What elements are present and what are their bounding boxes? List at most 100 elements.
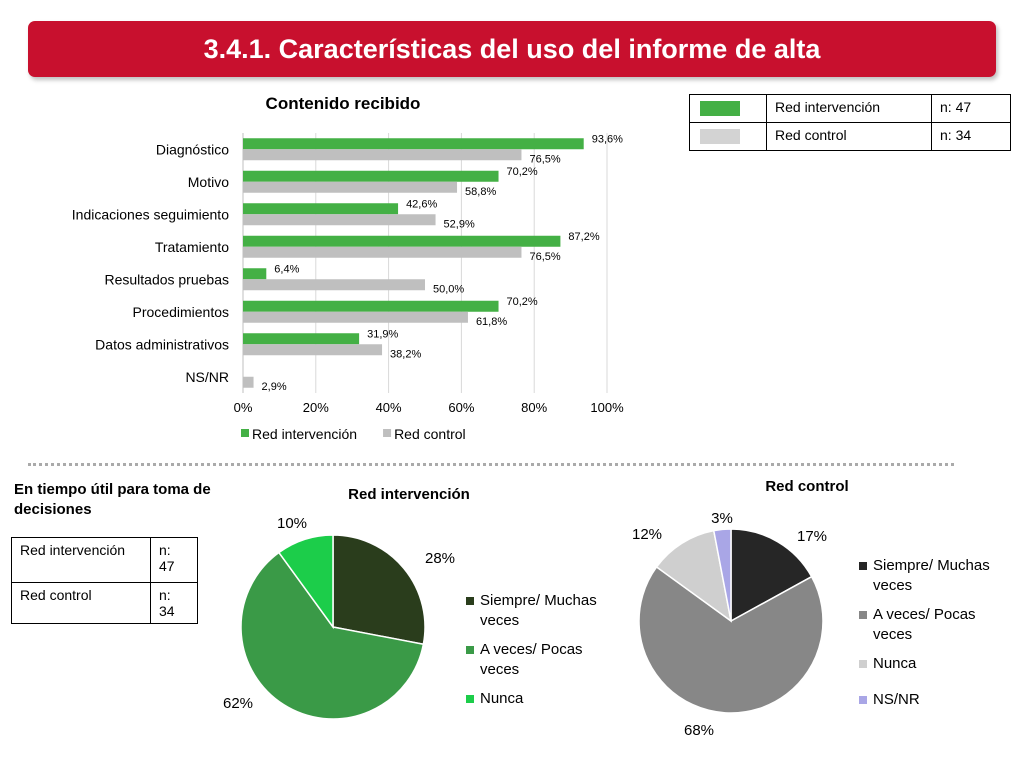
bar [243, 170, 499, 182]
pie-slice [655, 529, 733, 623]
bar-chart-title: Contenido recibido [266, 94, 421, 113]
pie-slice [277, 534, 334, 630]
legend-item: Nunca [859, 654, 1009, 674]
pie-slice [240, 551, 425, 720]
legend-label: A veces/ Pocas veces [873, 606, 976, 643]
sample-size-table: Red intervención n: 47 Red control n: 34 [11, 537, 198, 624]
bar [243, 138, 584, 150]
pie-data-label: 28% [425, 550, 455, 567]
legend-label: Siempre/ Muchas veces [480, 592, 597, 629]
intervention-pie-legend: Siempre/ Muchas veces A veces/ Pocas vec… [466, 591, 616, 718]
bar [243, 149, 522, 161]
legend-item: Nunca [466, 689, 616, 709]
legend-label: Nunca [873, 655, 917, 672]
legend-row-intervention: Red intervención n: 47 [689, 94, 1011, 123]
category-label: Indicaciones seguimiento [72, 206, 229, 222]
bar [243, 344, 383, 356]
legend-item: A veces/ Pocas veces [466, 640, 616, 680]
data-label: 50,0% [433, 283, 464, 295]
intervention-swatch [700, 101, 740, 116]
pie-data-label: 68% [684, 722, 714, 739]
legend-row-control: Red control n: 34 [689, 122, 1011, 151]
x-tick-label: 60% [448, 400, 474, 415]
pie-title: Red intervención [348, 486, 470, 503]
data-label: 76,5% [529, 251, 560, 263]
legend-swatch [859, 562, 867, 570]
legend-swatch [241, 429, 249, 437]
pie-data-label: 12% [632, 526, 662, 543]
legend-swatch [859, 660, 867, 668]
section-title: En tiempo útil para toma de decisiones [14, 481, 211, 518]
x-tick-label: 40% [376, 400, 402, 415]
legend-item: A veces/ Pocas veces [859, 605, 1009, 645]
legend-item: NS/NR [859, 690, 1009, 710]
data-label: 58,8% [465, 186, 496, 198]
legend-label: Red control [766, 122, 932, 151]
pie-slice [332, 534, 426, 646]
data-label: 2,9% [262, 381, 287, 393]
legend-label: Red intervención [766, 94, 932, 123]
legend-label: NS/NR [873, 691, 920, 708]
table-cell-label: Red intervención [11, 537, 151, 583]
bar [243, 300, 499, 312]
bar [243, 214, 436, 226]
legend-swatch [859, 696, 867, 704]
bar [243, 279, 425, 291]
network-legend-table: Red intervención n: 47 Red control n: 34 [689, 94, 1011, 151]
legend-swatch [466, 597, 474, 605]
table-row: Red intervención n: 47 [11, 537, 198, 583]
pie-slice [730, 528, 813, 623]
category-label: Resultados pruebas [104, 271, 229, 287]
table-cell-n: n: 34 [150, 582, 198, 624]
legend-swatch [383, 429, 392, 437]
data-label: 52,9% [444, 218, 475, 230]
data-label: 93,6% [592, 133, 623, 145]
data-label: 61,8% [476, 316, 507, 328]
bar [243, 333, 360, 345]
data-label: 38,2% [390, 348, 421, 360]
pie-title: Red control [765, 478, 848, 495]
table-cell-label: Red control [11, 582, 151, 624]
category-label: Datos administrativos [95, 336, 229, 352]
legend-swatch [466, 695, 474, 703]
pie-slice [638, 565, 824, 714]
pie-data-label: 3% [711, 510, 733, 527]
legend-item: Siempre/ Muchas veces [859, 556, 1009, 596]
data-label: 70,2% [507, 166, 538, 178]
data-label: 87,2% [568, 231, 599, 243]
x-tick-label: 0% [234, 400, 253, 415]
data-label: 42,6% [406, 198, 437, 210]
data-label: 76,5% [529, 153, 560, 165]
legend-count: n: 34 [931, 122, 1011, 151]
title-banner: 3.4.1. Características del uso del infor… [28, 21, 996, 77]
category-label: Diagnóstico [156, 141, 229, 157]
legend-label: Red control [394, 426, 466, 442]
data-label: 31,9% [367, 328, 398, 340]
data-label: 6,4% [274, 263, 299, 275]
control-swatch [700, 129, 740, 144]
category-label: NS/NR [185, 369, 229, 385]
bar [243, 235, 561, 247]
legend-swatch [466, 646, 474, 654]
legend-label: Red intervención [252, 426, 357, 442]
control-pie-legend: Siempre/ Muchas veces A veces/ Pocas vec… [859, 556, 1009, 719]
bar [243, 246, 522, 258]
page-title: 3.4.1. Características del uso del infor… [203, 33, 821, 64]
x-tick-label: 100% [590, 400, 624, 415]
category-label: Procedimientos [133, 304, 230, 320]
category-label: Motivo [188, 174, 229, 190]
x-tick-label: 80% [521, 400, 547, 415]
bar [243, 311, 468, 323]
table-cell-n: n: 47 [150, 537, 198, 583]
bar [243, 203, 399, 215]
legend-label: Siempre/ Muchas veces [873, 557, 990, 594]
legend-swatch [859, 611, 867, 619]
pie-data-label: 17% [797, 528, 827, 545]
legend-item: Siempre/ Muchas veces [466, 591, 616, 631]
legend-label: A veces/ Pocas veces [480, 641, 583, 678]
section-divider [28, 463, 954, 466]
x-tick-label: 20% [303, 400, 329, 415]
bar [243, 376, 254, 388]
bar [243, 268, 267, 280]
